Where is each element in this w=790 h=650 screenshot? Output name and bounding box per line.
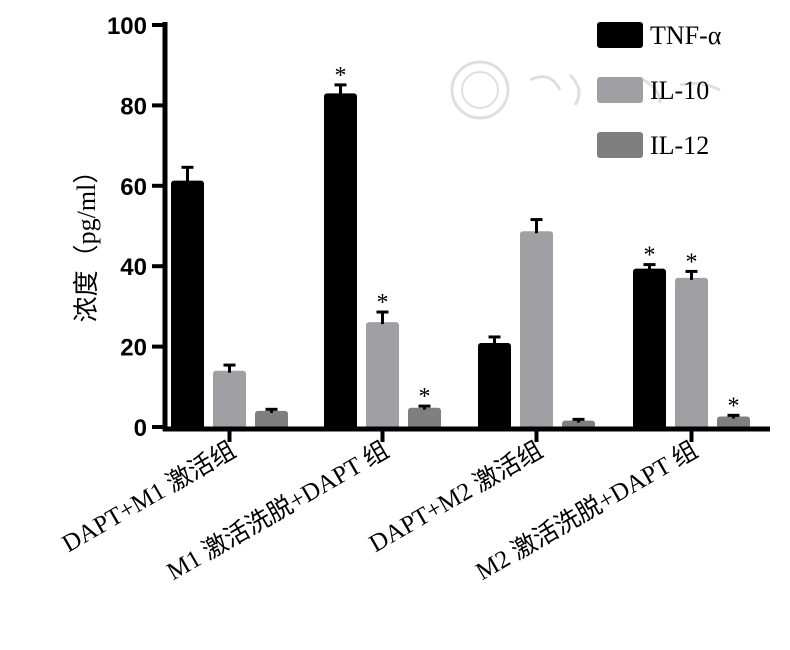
y-tick-label: 40 [120,254,147,281]
significance-marker: * [419,384,431,410]
bar [675,277,708,429]
y-tick-label: 0 [134,415,147,442]
legend-label: IL-10 [650,76,709,105]
y-tick-label: 20 [120,335,147,362]
bar [520,231,553,429]
bar [633,268,666,429]
significance-marker: * [644,243,656,269]
legend-swatch [597,22,643,48]
y-tick-label: 80 [120,93,147,120]
y-axis-label: 浓度（pg/ml） [72,158,101,323]
bar [366,322,399,429]
bar [213,370,246,429]
bar [171,180,204,429]
y-tick-label: 60 [120,174,147,201]
significance-marker: * [377,290,389,316]
bar [255,410,288,429]
significance-marker: * [335,63,347,89]
legend-swatch [597,77,643,103]
y-tick-label: 100 [107,13,147,40]
legend-swatch [597,132,643,158]
bar [324,93,357,429]
bar [478,342,511,429]
bar [717,416,750,429]
legend-label: TNF-α [650,21,722,50]
significance-marker: * [686,249,698,275]
significance-marker: * [728,393,740,419]
legend-label: IL-12 [650,131,709,160]
bar [408,407,441,429]
